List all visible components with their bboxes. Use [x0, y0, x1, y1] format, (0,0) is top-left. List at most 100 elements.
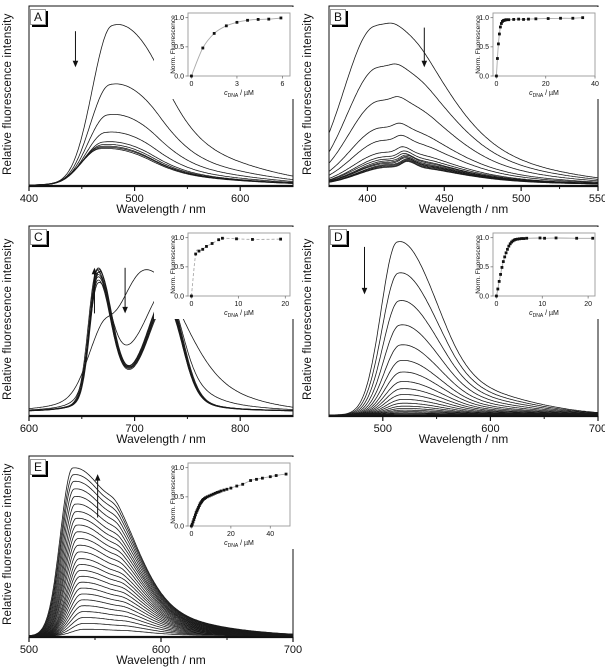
- inset-data-point: [195, 509, 199, 513]
- panel-D-label: D: [330, 229, 347, 245]
- spectrum-curve: [328, 96, 599, 182]
- inset-y-tick-label: 0.5: [174, 494, 184, 501]
- inset-data-point: [213, 491, 217, 495]
- inset-axes-box: [492, 12, 596, 77]
- inset-data-point: [504, 18, 508, 22]
- spectrum-curve: [328, 146, 599, 184]
- inset-y-tick-label: 1.0: [174, 15, 184, 22]
- inset-plot: 0.0 0.5 1.0 0 10 20 Norm. Fluorescence cDNA / µ…: [154, 227, 299, 319]
- x-tick-label: 500: [374, 423, 392, 435]
- inset-y-tick-label: 1.0: [174, 235, 184, 242]
- arrow-head-icon: [72, 60, 79, 68]
- inset-x-tick-label: 0: [189, 531, 193, 538]
- inset-data-point: [520, 237, 524, 240]
- inset-x-axis-title: cDNA / µM: [529, 310, 559, 319]
- x-tick-label: 700: [125, 423, 143, 435]
- inset-data-point: [192, 518, 196, 521]
- arrow-head-icon: [122, 306, 128, 314]
- inset-data-point: [267, 17, 271, 21]
- inset-y-axis-title: Norm. Fluorescence: [170, 15, 177, 74]
- inset-x-tick-label: 20: [542, 81, 550, 88]
- spectrum-curve: [328, 160, 598, 185]
- inset-x-tick-label: 20: [584, 301, 592, 308]
- inset-data-point: [224, 24, 228, 28]
- inset-y-tick-label: 1.0: [479, 15, 489, 22]
- inset-data-point: [279, 16, 283, 20]
- inset-x-tick-label: 0: [494, 301, 498, 308]
- inset-y-tick-label: 0.5: [174, 264, 184, 271]
- inset-data-point: [204, 496, 208, 500]
- inset-data-point: [261, 476, 264, 480]
- inset-y-tick-label: 0.0: [479, 293, 489, 300]
- inset-data-point: [497, 42, 500, 46]
- panel-B: Relative fluorescence intensity 400 450 50…: [300, 0, 605, 220]
- spectrum-curve: [329, 324, 598, 416]
- spectrum-curve: [328, 134, 599, 184]
- inset-x-axis-title: cDNA / µM: [224, 540, 254, 549]
- inset-data-point: [507, 244, 511, 248]
- inset-plot: 0.0 0.5 1.0 0 20 40 Norm. Fluorescence cDNA / µ…: [154, 457, 299, 549]
- spectrum-curve: [328, 63, 599, 180]
- inset-x-tick-label: 0: [189, 81, 193, 88]
- inset-x-axis-title: cDNA / µM: [529, 90, 559, 99]
- spectrum-curve: [29, 581, 294, 637]
- inset-data-point: [591, 236, 595, 240]
- x-axis-title: Wavelength / nm: [116, 432, 206, 446]
- inset-data-point: [210, 242, 214, 245]
- panel-E-plot: 500 600 700 Wavelength / nm 0.0 0.5 1.0 0 20 40 No…: [20, 455, 302, 667]
- spectrum-curve: [29, 114, 294, 186]
- x-tick-label: 600: [231, 193, 249, 205]
- y-axis-label: Relative fluorescence intensity: [2, 13, 14, 175]
- spectrum-curve: [329, 344, 598, 416]
- inset-y-axis-title: Norm. Fluorescence: [170, 465, 177, 524]
- inset-data-point: [201, 247, 205, 251]
- inset-plot: 0.0 0.5 1.0 0 3 6 Norm. Fluorescence cDNA / µM: [154, 7, 299, 99]
- inset-y-axis-title: Norm. Fluorescence: [475, 235, 482, 294]
- inset-data-point: [251, 238, 254, 241]
- inset-data-point: [219, 489, 223, 493]
- spectrum-curve: [328, 122, 598, 183]
- inset-y-tick-label: 0.5: [479, 264, 489, 271]
- inset-data-point: [190, 294, 193, 298]
- inset-data-point: [498, 25, 502, 29]
- inset-data-point: [221, 236, 224, 240]
- inset-x-axis-title: cDNA / µM: [224, 90, 254, 99]
- inset-x-tick-label: 20: [227, 531, 235, 538]
- inset-y-axis-title: Norm. Fluorescence: [170, 235, 177, 294]
- inset-data-point: [235, 237, 238, 241]
- inset-data-point: [193, 513, 197, 517]
- spectrum-curve: [329, 360, 598, 416]
- inset-data-point: [495, 74, 498, 78]
- inset-axes-box: [187, 232, 291, 297]
- inset-data-point: [256, 18, 260, 21]
- spectrum-curve: [29, 83, 294, 186]
- panel-B-plot: 400 450 500 550 Wavelength / nm 0.0 0.5 1.0 0 20 4…: [328, 5, 605, 216]
- inset-data-point: [503, 255, 507, 259]
- inset-y-tick-label: 0.5: [479, 44, 489, 51]
- inset-y-tick-label: 0.0: [174, 523, 184, 530]
- inset-data-point: [241, 482, 245, 486]
- arrow-head-icon: [91, 267, 98, 275]
- inset-data-point: [197, 504, 201, 507]
- inset-x-tick-label: 40: [591, 81, 599, 88]
- inset-data-point: [508, 242, 512, 246]
- spectrum-curve: [28, 148, 293, 186]
- inset-data-point: [575, 236, 579, 240]
- inset-data-point: [222, 488, 226, 492]
- inset-data-point: [194, 252, 198, 256]
- spectrum-curve: [329, 300, 599, 416]
- inset-data-point: [190, 74, 193, 78]
- panel-C: Relative fluorescence intensity 600 700 80…: [0, 220, 300, 450]
- inset-bg: [154, 7, 299, 99]
- inset-x-tick-label: 3: [235, 81, 239, 88]
- x-axis-title: Wavelength / nm: [116, 202, 206, 216]
- inset-x-tick-label: 10: [234, 301, 242, 308]
- inset-data-point: [209, 493, 213, 497]
- inset-data-point: [499, 22, 503, 25]
- inset-data-point: [268, 475, 272, 479]
- inset-data-point: [284, 472, 288, 476]
- inset-data-point: [212, 32, 216, 35]
- inset-data-point: [217, 238, 221, 242]
- panel-E: Relative fluorescence intensity 500 600 70…: [0, 450, 302, 671]
